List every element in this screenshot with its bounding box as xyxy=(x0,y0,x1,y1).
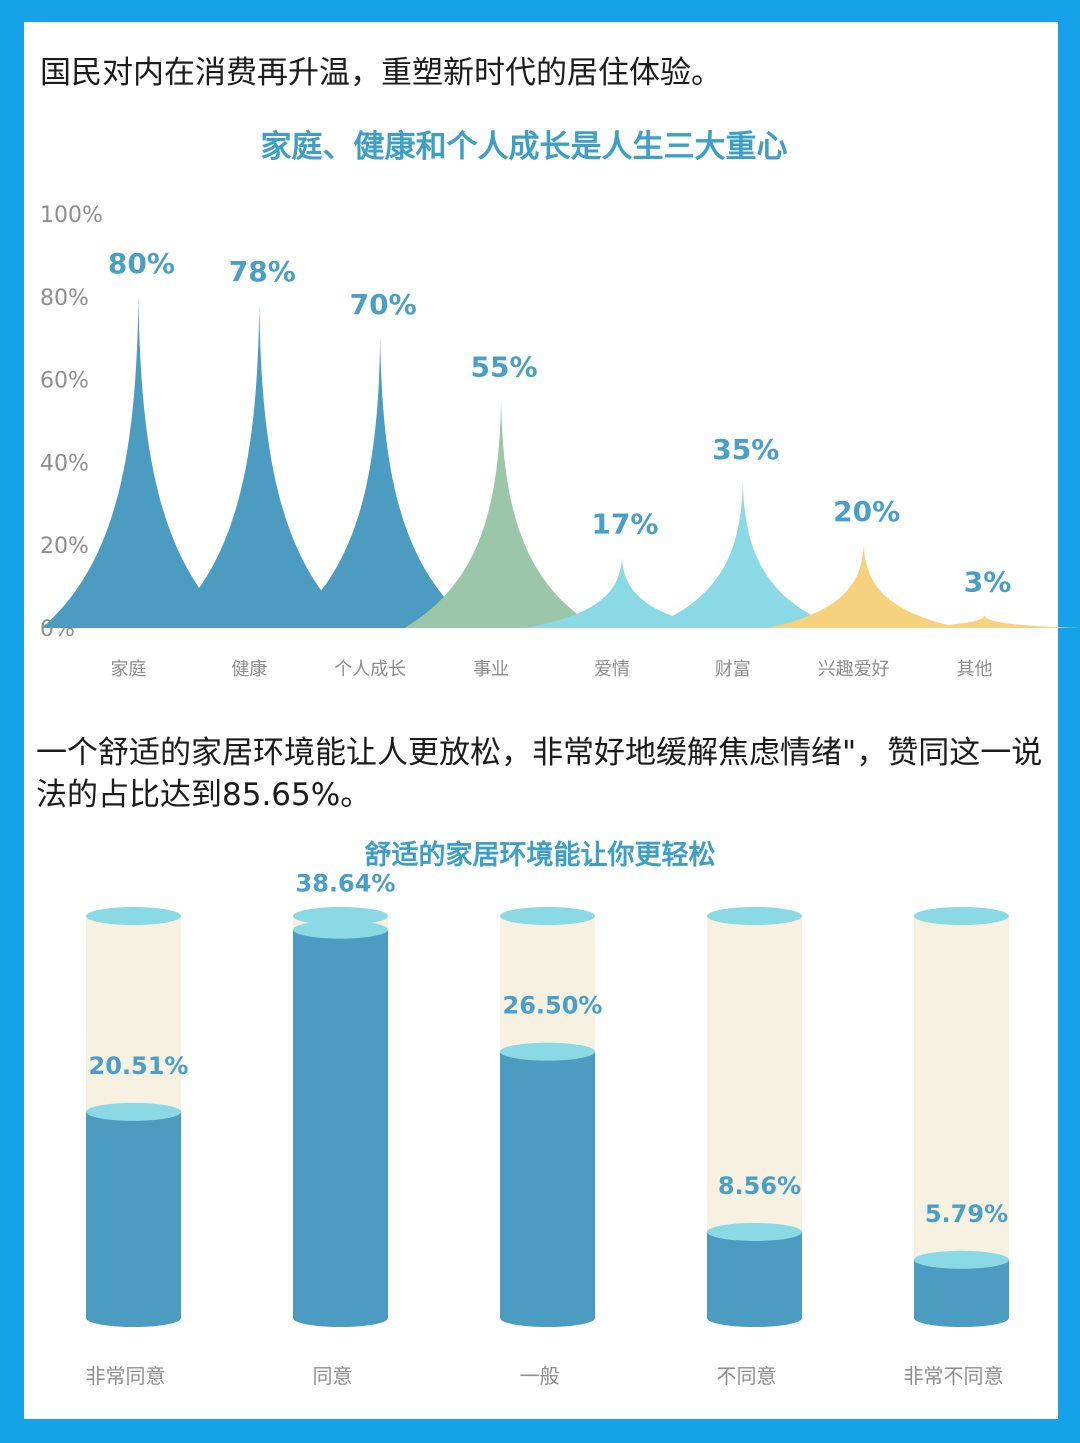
peak-mark-5 xyxy=(525,557,719,628)
cylinder-fill-base xyxy=(86,1309,181,1327)
peak-mark-2 xyxy=(162,305,357,628)
cylinder-fill xyxy=(293,929,388,1318)
peak-mark-7 xyxy=(766,545,961,628)
peak-mark-3 xyxy=(283,338,477,628)
x-category-label: 健康 xyxy=(231,659,267,680)
cylinder-fill-cap xyxy=(293,920,388,939)
peak-value-label: 70% xyxy=(350,288,417,321)
x-category-label: 非常同意 xyxy=(86,1364,166,1388)
cylinder-fill-cap xyxy=(500,1042,595,1061)
chart-2-title: 舒适的家居环境能让你更轻松 xyxy=(364,840,716,871)
peak-value-label: 80% xyxy=(108,247,175,280)
cylinder-fill-cap xyxy=(914,1250,1009,1269)
cylinder-value-label: 20.51% xyxy=(89,1052,189,1080)
y-tick-label: 40% xyxy=(40,451,89,476)
x-category-label: 个人成长 xyxy=(334,659,406,680)
cylinder-top-cap xyxy=(707,907,802,925)
cylinder-fill xyxy=(86,1111,181,1318)
cylinder-top-cap xyxy=(293,907,388,925)
cylinder-bar-chart: 20.51% 非常同意 38.64% 同意 26.50% 一般 8.56% 不同意 5.79% 非… xyxy=(86,870,1009,1388)
peak-value-label: 20% xyxy=(833,495,900,528)
x-category-label: 其他 xyxy=(957,659,993,680)
cylinder-fill-base xyxy=(500,1309,595,1327)
peak-mark-1 xyxy=(41,296,236,628)
peak-mark-8 xyxy=(887,615,1080,628)
x-category-label: 不同意 xyxy=(717,1364,777,1388)
x-category-label: 同意 xyxy=(313,1364,353,1388)
x-category-label: 兴趣爱好 xyxy=(818,659,890,680)
y-tick-label: 20% xyxy=(40,534,89,559)
cylinder-fill-base xyxy=(707,1309,802,1327)
peak-value-label: 78% xyxy=(229,255,296,288)
y-tick-label: 80% xyxy=(40,286,89,311)
x-category-label: 一般 xyxy=(520,1364,560,1388)
y-tick-label: 60% xyxy=(40,369,89,394)
peak-value-label: 35% xyxy=(712,433,779,466)
cylinder-fill xyxy=(500,1051,595,1318)
cylinder-fill-cap xyxy=(707,1222,802,1241)
peak-value-label: 17% xyxy=(591,508,658,541)
cylinder-fill-cap xyxy=(86,1102,181,1121)
x-category-label: 非常不同意 xyxy=(904,1364,1004,1388)
cylinder-top-cap xyxy=(914,907,1009,925)
cylinder-fill xyxy=(707,1231,802,1318)
x-category-label: 事业 xyxy=(473,659,509,680)
section-1-heading: 国民对内在消费再升温，重塑新时代的居住体验。 xyxy=(40,55,722,91)
peak-area-chart: 100%80%60%40%20%0%80%家庭78%健康70%个人成长55%事业… xyxy=(40,203,1080,680)
section-2-heading: 一个舒适的家居环境能让人更放松，非常好地缓解焦虑情绪"，赞同这一说法的占比达到8… xyxy=(36,735,1043,813)
peak-mark-6 xyxy=(646,483,840,628)
cylinder-top-cap xyxy=(500,907,595,925)
cylinder-value-label: 26.50% xyxy=(503,992,603,1020)
peak-mark-4 xyxy=(404,400,598,628)
peak-value-label: 3% xyxy=(964,566,1012,599)
x-category-label: 爱情 xyxy=(594,659,630,680)
cylinder-fill-base xyxy=(293,1309,388,1327)
cylinder-value-label: 8.56% xyxy=(718,1172,801,1200)
x-category-label: 家庭 xyxy=(110,659,146,680)
x-category-label: 财富 xyxy=(715,659,751,680)
cylinder-top-cap xyxy=(86,907,181,925)
cylinder-fill-base xyxy=(914,1309,1009,1327)
cylinder-value-label: 5.79% xyxy=(925,1200,1008,1228)
cylinder-value-label: 38.64% xyxy=(296,870,396,898)
peak-value-label: 55% xyxy=(471,350,538,383)
y-tick-label: 100% xyxy=(40,203,103,228)
cylinder-fill xyxy=(914,1259,1009,1318)
chart-1-title: 家庭、健康和个人成长是人生三大重心 xyxy=(260,129,788,165)
